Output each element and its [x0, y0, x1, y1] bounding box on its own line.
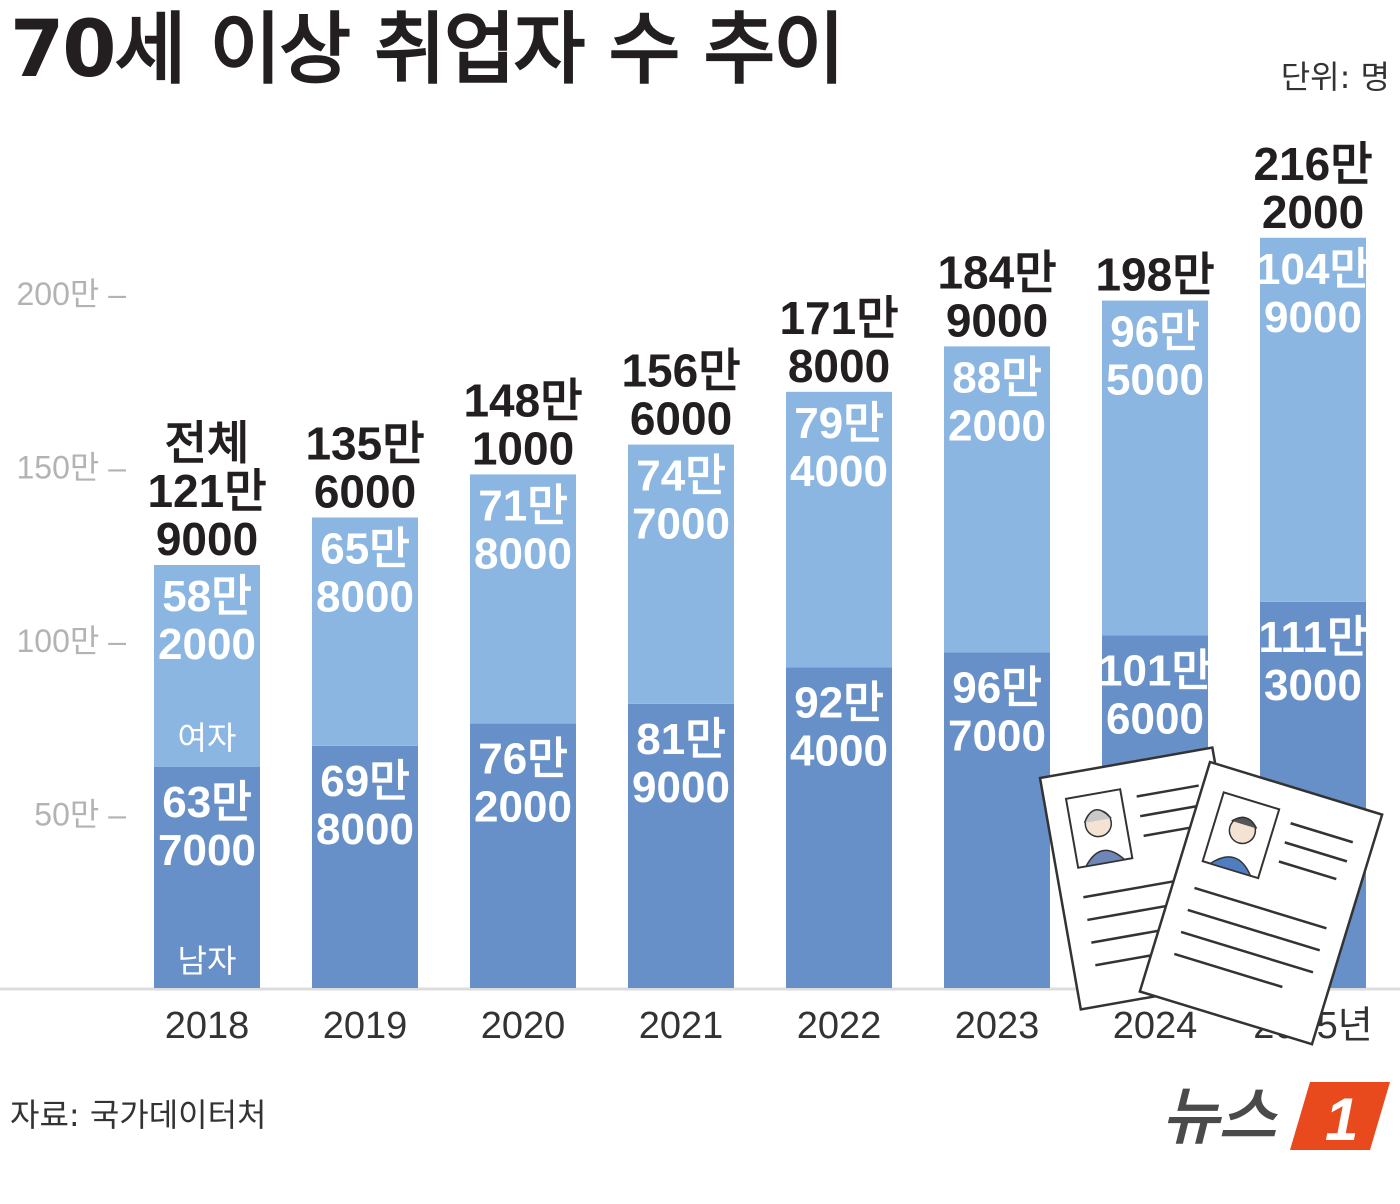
y-tick-label: 150만 – [16, 450, 126, 486]
female-value-label: 58만 [162, 572, 251, 621]
x-tick-label: 2024 [1113, 1005, 1198, 1047]
total-value-label: 1000 [472, 422, 574, 474]
male-value-label: 96만 [952, 663, 1041, 712]
male-value-label: 111만 [1258, 613, 1367, 662]
y-tick-label: 100만 – [16, 623, 126, 659]
female-value-label: 65만 [320, 524, 409, 573]
total-value-label: 148만 [463, 374, 582, 426]
resume-illustration-icon [1038, 746, 1384, 1046]
male-value-label: 8000 [316, 805, 414, 854]
male-value-label: 76만 [478, 735, 567, 784]
total-value-label: 184만 [937, 246, 1056, 298]
bar-segment-female [154, 565, 260, 767]
male-value-label: 63만 [162, 778, 251, 827]
total-value-label: 156만 [621, 345, 740, 397]
male-value-label: 3000 [1264, 661, 1362, 710]
female-value-label: 7000 [632, 500, 730, 549]
female-value-label: 5000 [1106, 356, 1204, 405]
y-tick-label: 200만 – [16, 276, 126, 312]
bar-segment-male [154, 766, 260, 988]
male-value-label: 2000 [474, 783, 572, 832]
x-tick-label: 2022 [797, 1005, 882, 1047]
bar-segment-male [628, 703, 734, 988]
unit-label: 단위: 명 [1280, 58, 1390, 96]
legend-female: 여자 [178, 720, 237, 756]
svg-text:뉴스: 뉴스 [1162, 1083, 1278, 1152]
total-value-label: 198만 [1095, 249, 1214, 301]
female-value-label: 71만 [478, 481, 567, 530]
bar-segment-female [786, 391, 892, 668]
chart-title: 70세 이상 취업자 수 추이 [10, 5, 845, 95]
total-value-label: 6000 [630, 393, 732, 445]
source-note: 자료: 국가데이터처 [10, 1096, 267, 1134]
total-value-label: 6000 [314, 465, 416, 517]
total-value-label: 9000 [946, 294, 1048, 346]
female-value-label: 96만 [1110, 308, 1199, 357]
female-value-label: 2000 [158, 620, 256, 669]
bar-segment-female [944, 346, 1050, 653]
male-value-label: 9000 [632, 763, 730, 812]
female-value-label: 9000 [1264, 293, 1362, 342]
total-value-label: 8000 [788, 340, 890, 392]
female-value-label: 8000 [316, 572, 414, 621]
female-value-label: 88만 [952, 353, 1041, 402]
male-value-label: 7000 [948, 711, 1046, 760]
male-value-label: 4000 [790, 726, 888, 775]
y-tick-label: 50만 – [34, 797, 126, 833]
female-value-label: 8000 [474, 529, 572, 578]
total-value-label: 전체 [165, 417, 250, 469]
female-value-label: 104만 [1256, 245, 1370, 294]
bar-segment-female [1102, 300, 1208, 636]
bar-segment-male [944, 652, 1050, 988]
bar-segment-male [312, 745, 418, 988]
female-value-label: 79만 [794, 399, 883, 448]
x-tick-label: 2023 [955, 1005, 1040, 1047]
male-value-label: 92만 [794, 678, 883, 727]
bar-segment-female [470, 474, 576, 724]
legend-male: 남자 [178, 943, 237, 979]
y-axis: 50만 – 100만 – 150만 – 200만 – [0, 276, 1400, 991]
male-value-label: 101만 [1098, 646, 1212, 695]
x-tick-label: 2018 [165, 1005, 250, 1047]
total-value-label: 216만 [1253, 138, 1372, 190]
bar-segment-female [1260, 237, 1366, 602]
bar-segment-male [786, 667, 892, 988]
x-tick-label: 2020 [481, 1005, 566, 1047]
x-tick-label: 2019 [323, 1005, 408, 1047]
bar-segment-male [470, 723, 576, 988]
female-value-label: 4000 [790, 447, 888, 496]
female-value-label: 2000 [948, 401, 1046, 450]
news1-logo: 뉴스 1 [1162, 1082, 1390, 1153]
bar-segment-female [312, 517, 418, 746]
female-value-label: 74만 [636, 452, 725, 501]
svg-text:1: 1 [1325, 1086, 1358, 1153]
total-value-label: 135만 [305, 417, 424, 469]
male-value-label: 6000 [1106, 694, 1204, 743]
total-value-label: 121만 [147, 465, 266, 517]
total-value-label: 171만 [779, 292, 898, 344]
total-value-label: 9000 [156, 513, 258, 565]
male-value-label: 69만 [320, 757, 409, 806]
male-value-label: 7000 [158, 826, 256, 875]
stacked-bar-chart: 50만 –100만 –150만 –200만 – 63만700058만2000전체… [0, 138, 1400, 1047]
x-tick-label: 2021 [639, 1005, 724, 1047]
total-value-label: 2000 [1262, 186, 1364, 238]
male-value-label: 81만 [636, 715, 725, 764]
bar-segment-female [628, 444, 734, 704]
